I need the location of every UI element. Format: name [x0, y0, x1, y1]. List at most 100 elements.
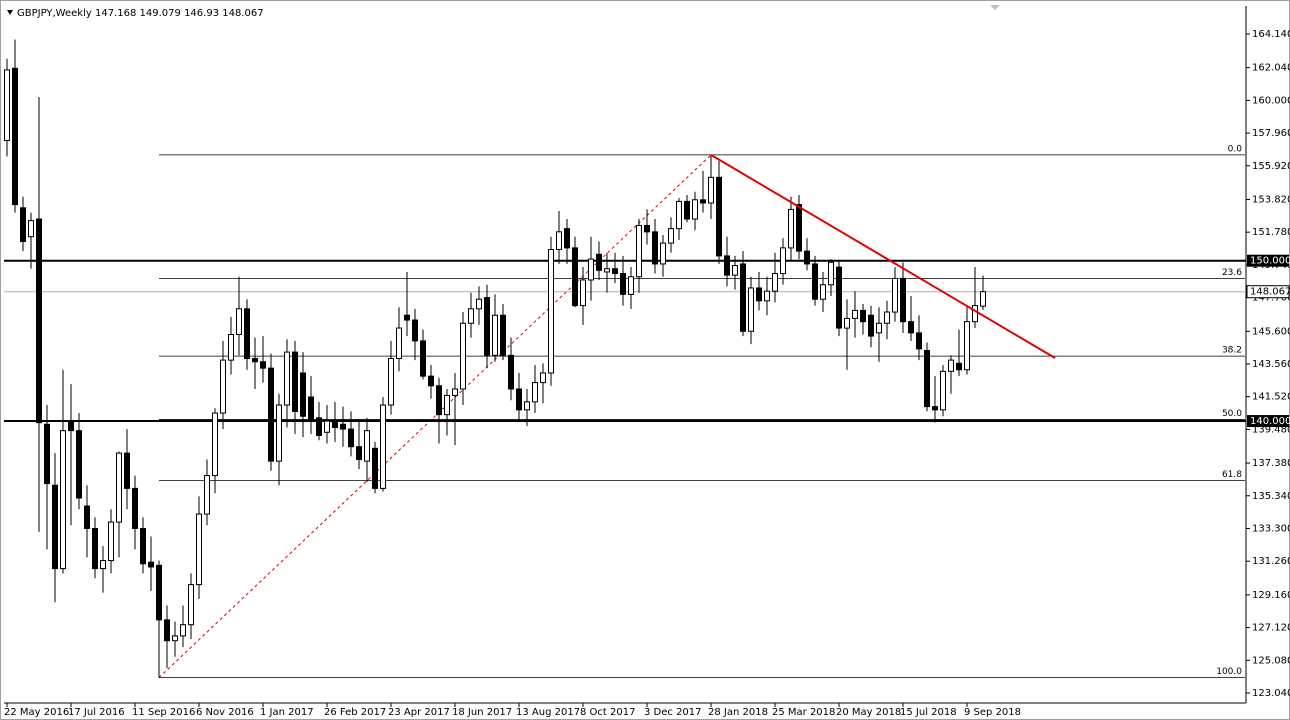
level-box-label: 140.000: [1250, 416, 1290, 427]
y-tick-label: 164.140: [1252, 29, 1290, 40]
candle-body: [100, 560, 106, 570]
fib-label: 100.0: [1216, 667, 1242, 677]
candle-body: [516, 388, 522, 411]
x-tick-label: 11 Sep 2016: [132, 707, 195, 718]
candle-body: [476, 298, 482, 310]
candle-body: [876, 322, 882, 334]
y-tick-label: 155.920: [1252, 161, 1290, 172]
x-tick-label: 17 Jul 2016: [68, 707, 125, 718]
level-box: [1247, 415, 1289, 428]
candle-body: [924, 350, 930, 408]
y-tick-label: 143.560: [1252, 359, 1290, 370]
symbol: GBPJPY,Weekly: [17, 8, 92, 19]
x-tick-label: 1 Jan 2017: [260, 707, 314, 718]
candle-body: [108, 521, 114, 562]
candle-body: [172, 635, 178, 642]
candle-body: [372, 447, 378, 489]
candle-body: [84, 505, 90, 529]
candle-body: [204, 475, 210, 515]
chart-title: GBPJPY,Weekly 147.168 149.079 146.93 148…: [17, 8, 264, 19]
x-tick-label: 25 Mar 2018: [772, 707, 835, 718]
candle-body: [388, 358, 394, 406]
candle-body: [468, 308, 474, 324]
candle-body: [44, 423, 50, 485]
x-tick-label: 13 Aug 2017: [516, 707, 580, 718]
y-tick-label: 153.820: [1252, 194, 1290, 205]
candle-body: [884, 311, 890, 324]
y-tick-label: 127.120: [1252, 623, 1290, 634]
y-tick-label: 137.380: [1252, 458, 1290, 469]
candle-body: [692, 199, 698, 220]
y-tick-label: 160.000: [1252, 95, 1290, 106]
scroll-marker: [990, 5, 1000, 10]
x-tick-label: 15 Jul 2018: [900, 707, 957, 718]
candle-body: [492, 314, 498, 356]
fib-label: 23.6: [1222, 268, 1242, 278]
candle-body: [772, 273, 778, 292]
candle-body: [460, 322, 466, 390]
fib-label: 38.2: [1222, 346, 1242, 356]
candle-body: [404, 314, 410, 321]
candle-body: [844, 317, 850, 329]
candle-body: [220, 359, 226, 414]
candle-body: [820, 284, 826, 300]
candle-body: [380, 404, 386, 489]
last-high: 149.079: [140, 8, 181, 19]
candle-body: [604, 268, 610, 273]
candle-body: [756, 287, 762, 302]
candle-body: [300, 372, 306, 417]
candle-body: [916, 332, 922, 350]
candle-body: [268, 367, 274, 462]
candle-body: [940, 370, 946, 411]
fib-label: 61.8: [1222, 470, 1242, 480]
candle-body: [4, 69, 10, 141]
candle-body: [564, 228, 570, 249]
menu-arrow[interactable]: [7, 10, 13, 15]
y-tick-label: 131.260: [1252, 556, 1290, 567]
candle-body: [60, 430, 66, 570]
candle-body: [652, 231, 658, 265]
candle-body: [540, 372, 546, 384]
candle-body: [164, 619, 170, 642]
candle-body: [348, 428, 354, 448]
candle-body: [252, 358, 258, 363]
candle-body: [180, 624, 186, 637]
candle-body: [780, 247, 786, 275]
candle-body: [244, 308, 250, 360]
candle-body: [700, 199, 706, 204]
candle-body: [764, 290, 770, 302]
y-tick-label: 123.040: [1252, 688, 1290, 699]
candle-body: [28, 220, 34, 238]
candle-body: [188, 584, 194, 626]
candle-body: [676, 200, 682, 230]
candle-body: [556, 231, 562, 250]
candle-body: [340, 423, 346, 430]
y-tick-label: 141.520: [1252, 392, 1290, 403]
y-tick-label: 157.960: [1252, 128, 1290, 139]
candle-body: [892, 277, 898, 313]
candle-body: [948, 359, 954, 372]
candle-body: [956, 362, 962, 371]
candle-body: [668, 228, 674, 244]
candle-body: [308, 396, 314, 422]
candle-body: [588, 258, 594, 281]
x-tick-label: 18 Jun 2017: [452, 707, 512, 718]
x-tick-label: 22 May 2016: [4, 707, 69, 718]
candle-body: [972, 305, 978, 323]
candle-body: [92, 527, 98, 570]
candle-body: [684, 200, 690, 220]
current-price-box: [1246, 285, 1290, 299]
candle-body: [596, 253, 602, 271]
level-box: [1247, 254, 1289, 267]
candle-body: [572, 247, 578, 307]
candle-body: [532, 382, 538, 403]
y-tick-label: 162.040: [1252, 63, 1290, 74]
fib-label: 50.0: [1222, 409, 1242, 419]
y-tick-label: 129.160: [1252, 590, 1290, 601]
candle-body: [868, 314, 874, 337]
candle-body: [20, 207, 26, 242]
candle-body: [852, 309, 858, 319]
x-tick-label: 3 Dec 2017: [644, 707, 702, 718]
candle-body: [332, 420, 338, 428]
candle-body: [660, 242, 666, 265]
